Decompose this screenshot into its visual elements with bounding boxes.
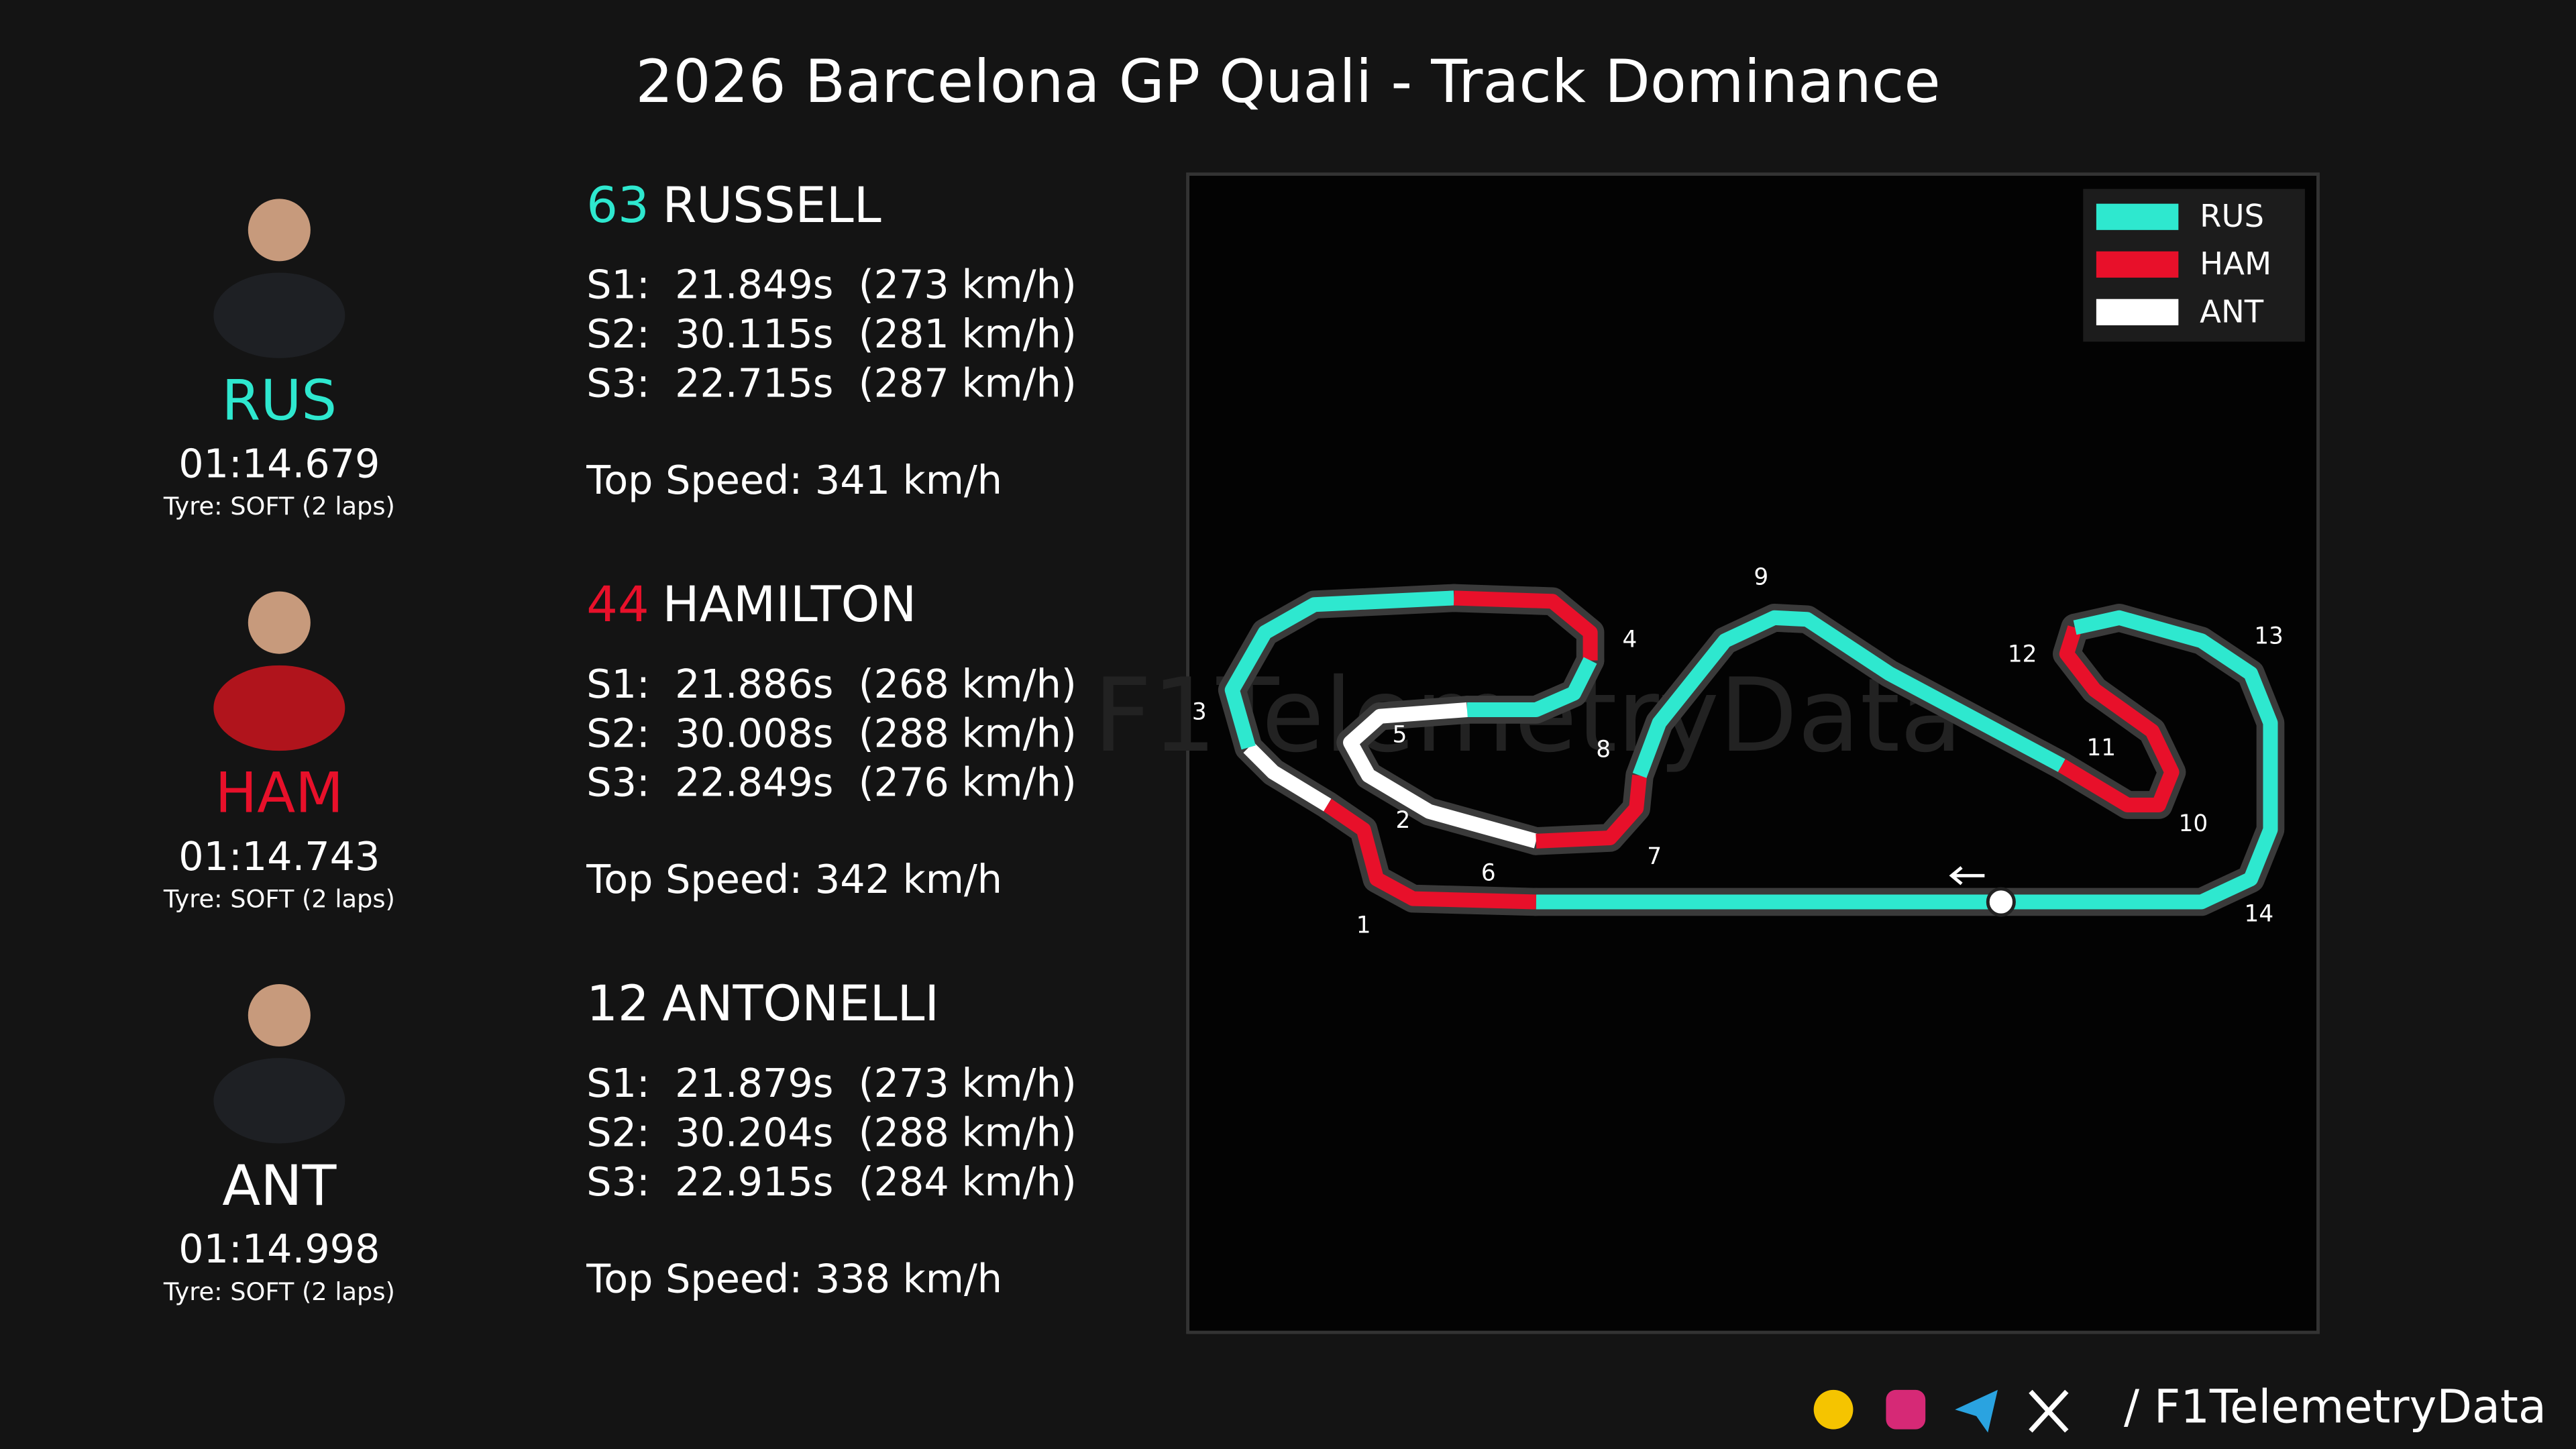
corner-label: 5 [1393, 722, 1407, 749]
legend-swatch [2096, 299, 2179, 325]
lap-time: 01:14.679 [178, 441, 380, 487]
driver-code: ANT [222, 1153, 337, 1218]
legend-swatch [2096, 251, 2179, 278]
driver-name: ANTONELLI [662, 975, 939, 1032]
corner-label: 1 [1356, 912, 1371, 939]
corner-label: 12 [2008, 641, 2037, 668]
corner-label: 2 [1396, 807, 1411, 834]
direction-arrow [1949, 866, 1985, 885]
track-panel [1186, 172, 2320, 1334]
legend-label: RUS [2200, 198, 2264, 234]
driver-photo-head [248, 199, 311, 262]
top-speed: Top Speed: 342 km/h [586, 856, 1002, 902]
driver-name: HAMILTON [662, 576, 916, 633]
track-segment [2000, 610, 2278, 910]
social-icons [1813, 1389, 2069, 1433]
track-segment [2057, 625, 2180, 813]
corner-label: 14 [2245, 901, 2274, 928]
driver-photo-body [213, 1058, 345, 1144]
corner-label: 4 [1622, 627, 1637, 653]
corner-label: 9 [1754, 564, 1768, 591]
legend-label: ANT [2200, 293, 2264, 329]
corner-label: 11 [2086, 735, 2116, 761]
corner-label: 6 [1481, 859, 1496, 886]
sector-time: S3: 22.715s (287 km/h) [586, 360, 1076, 407]
driver-name: RUSSELL [662, 177, 881, 234]
corner-label: 3 [1192, 698, 1207, 725]
track-segment [1453, 590, 1598, 661]
tyre-info: Tyre: SOFT (2 laps) [163, 492, 395, 521]
lap-time: 01:14.743 [178, 833, 380, 879]
driver-photo-head [248, 983, 311, 1046]
tyre-info: Tyre: SOFT (2 laps) [163, 885, 395, 914]
driver-photo-body [213, 272, 345, 358]
track-segment [1343, 702, 1538, 849]
track-segment [1466, 657, 1597, 717]
driver-photo-body [213, 665, 345, 751]
track-segment [1536, 774, 1648, 849]
legend-swatch [2096, 203, 2179, 230]
icon-instagram [1886, 1389, 1926, 1430]
driver-number: 44 [586, 576, 649, 633]
start-finish [1986, 887, 2016, 917]
footer-handle: / F1TelemetryData [2124, 1380, 2546, 1434]
sector-time: S2: 30.008s (288 km/h) [586, 710, 1076, 756]
driver-code: RUS [222, 368, 337, 433]
icon-telegram [1955, 1389, 1998, 1433]
sector-time: S2: 30.204s (288 km/h) [586, 1109, 1076, 1155]
title: 2026 Barcelona GP Quali - Track Dominanc… [635, 47, 1940, 116]
driver-number: 12 [586, 975, 649, 1032]
sector-time: S3: 22.849s (276 km/h) [586, 759, 1076, 806]
track-segment [1224, 590, 1454, 750]
top-speed: Top Speed: 341 km/h [586, 457, 1002, 503]
sector-time: S3: 22.915s (284 km/h) [586, 1159, 1076, 1205]
driver-code: HAM [215, 761, 343, 826]
lap-time: 01:14.998 [178, 1226, 380, 1272]
icon-coffee [1813, 1389, 1854, 1430]
icon-x [2029, 1389, 2069, 1433]
corner-label: 7 [1647, 843, 1662, 870]
corner-label: 8 [1596, 737, 1611, 763]
sector-time: S1: 21.849s (273 km/h) [586, 262, 1076, 308]
driver-number: 63 [586, 177, 649, 234]
sector-time: S1: 21.879s (273 km/h) [586, 1060, 1076, 1106]
track-segment [1632, 610, 2065, 778]
sector-time: S1: 21.886s (268 km/h) [586, 661, 1076, 707]
tyre-info: Tyre: SOFT (2 laps) [163, 1277, 395, 1306]
corner-label: 10 [2179, 810, 2208, 837]
track-segment [1323, 798, 1537, 910]
track-segment [1243, 742, 1332, 812]
corner-label: 13 [2254, 623, 2284, 650]
top-speed: Top Speed: 338 km/h [586, 1255, 1002, 1301]
driver-photo-head [248, 591, 311, 654]
legend-label: HAM [2200, 246, 2271, 282]
sector-time: S2: 30.115s (281 km/h) [586, 311, 1076, 357]
